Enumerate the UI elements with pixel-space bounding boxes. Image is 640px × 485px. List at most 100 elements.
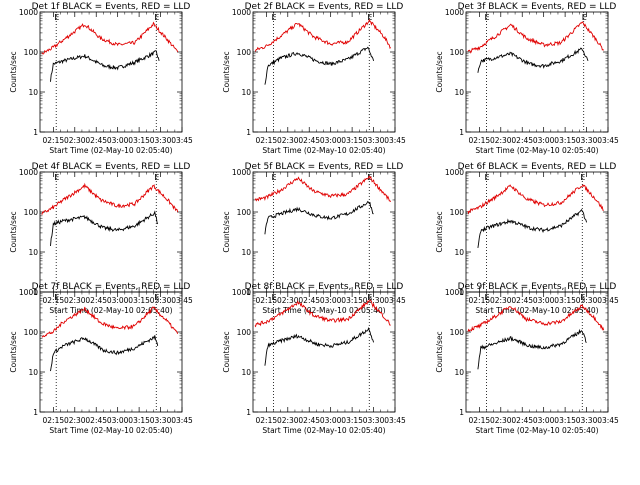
y-axis-label: Counts/sec (222, 211, 231, 252)
panel-title: Det 9f BLACK = Events, RED = LLD (458, 282, 617, 292)
y-axis-label: Counts/sec (435, 51, 444, 92)
x-tick-label: 03:45 (597, 416, 619, 425)
panel-title: Det 1f BLACK = Events, RED = LLD (32, 2, 191, 12)
x-tick-label: 03:00 (533, 296, 555, 305)
time-marker-flag: E (580, 173, 585, 182)
time-marker-flag: E (582, 13, 587, 22)
x-axis-label: Start Time (02-May-10 02:05:40) (475, 426, 598, 435)
plot-frame (39, 171, 183, 293)
x-tick-label: 02:30 (277, 136, 299, 145)
x-tick-label: 02:45 (511, 416, 533, 425)
panel-title: Det 4f BLACK = Events, RED = LLD (32, 162, 191, 172)
x-tick-label: 03:00 (107, 136, 129, 145)
x-tick-label: 03:00 (107, 296, 129, 305)
x-tick-label: 02:15 (256, 416, 278, 425)
x-axis-label: Start Time (02-May-10 02:05:40) (49, 306, 172, 315)
x-tick-label: 02:30 (64, 416, 86, 425)
x-axis-label: Start Time (02-May-10 02:05:40) (475, 146, 598, 155)
time-marker-flag: E (484, 293, 489, 302)
series-lld-line (41, 21, 179, 55)
plot-frame (39, 291, 183, 413)
panel-det-7f: Det 7f BLACK = Events, RED = LLD11010010… (9, 282, 193, 435)
y-tick-label: 100 (24, 208, 39, 217)
time-marker-flag: E (54, 13, 59, 22)
x-tick-label: 02:30 (64, 136, 86, 145)
time-marker-flag: E (484, 173, 489, 182)
x-tick-label: 02:45 (85, 416, 107, 425)
time-marker-flag: E (271, 13, 276, 22)
x-tick-label: 03:30 (363, 416, 385, 425)
y-tick-label: 100 (237, 328, 252, 337)
series-lld-line (41, 182, 179, 215)
y-axis-label: Counts/sec (9, 331, 18, 372)
x-tick-label: 03:30 (363, 136, 385, 145)
time-marker-flag: E (271, 173, 276, 182)
time-marker-flag: E (367, 293, 372, 302)
plot-frame (465, 291, 609, 413)
x-tick-label: 02:15 (43, 136, 65, 145)
panel-title: Det 2f BLACK = Events, RED = LLD (245, 2, 404, 12)
x-tick-label: 03:00 (320, 136, 342, 145)
y-tick-label: 100 (24, 328, 39, 337)
y-tick-label: 1 (459, 408, 464, 417)
time-marker-flag: E (271, 293, 276, 302)
x-tick-label: 02:30 (64, 296, 86, 305)
panel-det-3f: Det 3f BLACK = Events, RED = LLD 1 10 100 10… (435, 2, 619, 155)
series-lld-line (467, 304, 605, 332)
y-tick-label: 1000 (445, 288, 464, 297)
x-tick-label: 02:15 (469, 296, 491, 305)
time-marker-flag: E (154, 13, 159, 22)
series-lld-line (467, 184, 604, 215)
y-tick-label: 100 (237, 48, 252, 57)
y-tick-label: 10 (241, 248, 251, 257)
y-axis-label: Counts/sec (435, 331, 444, 372)
x-tick-label: 03:00 (533, 136, 555, 145)
y-axis-label: Counts/sec (435, 211, 444, 252)
panel-det-2f: Det 2f BLACK = Events, RED = LLD 1 10 100 10… (222, 2, 406, 155)
x-tick-label: 03:30 (576, 416, 598, 425)
y-tick-label: 100 (237, 208, 252, 217)
y-tick-label: 10 (241, 88, 251, 97)
x-tick-label: 03:15 (554, 136, 576, 145)
x-tick-label: 03:45 (597, 136, 619, 145)
series-lld-line (254, 299, 391, 328)
x-tick-label: 02:30 (490, 136, 512, 145)
y-axis-label: Counts/sec (9, 51, 18, 92)
y-tick-label: 10 (454, 88, 464, 97)
x-tick-label: 03:45 (171, 416, 193, 425)
y-tick-label: 1 (33, 128, 38, 137)
y-tick-label: 10 (454, 248, 464, 257)
x-tick-label: 03:30 (150, 296, 172, 305)
x-axis-label: Start Time (02-May-10 02:05:40) (262, 306, 385, 315)
series-events-line (477, 209, 588, 248)
x-tick-label: 02:45 (511, 136, 533, 145)
x-tick-label: 02:15 (43, 416, 65, 425)
x-tick-label: 02:15 (43, 296, 65, 305)
y-tick-label: 100 (24, 48, 39, 57)
y-tick-label: 1000 (232, 168, 251, 177)
y-axis-label: Counts/sec (222, 331, 231, 372)
x-tick-label: 02:30 (490, 416, 512, 425)
panel-title: Det 6f BLACK = Events, RED = LLD (458, 162, 617, 172)
y-tick-label: 10 (28, 248, 38, 257)
x-tick-label: 03:15 (128, 136, 150, 145)
series-lld-line (41, 306, 179, 338)
y-tick-label: 1 (246, 408, 251, 417)
x-tick-label: 02:15 (256, 296, 278, 305)
plot-frame (252, 171, 396, 293)
x-tick-label: 02:30 (490, 296, 512, 305)
plot-frame (39, 11, 183, 133)
x-tick-label: 02:30 (277, 416, 299, 425)
series-events-line (477, 47, 589, 73)
series-events-line (477, 328, 587, 370)
time-marker-flag: E (580, 293, 585, 302)
x-tick-label: 03:30 (150, 136, 172, 145)
y-tick-label: 1 (246, 288, 251, 297)
y-tick-label: 1000 (445, 168, 464, 177)
y-tick-label: 1 (246, 128, 251, 137)
panel-det-9f: Det 9f BLACK = Events, RED = LLD11010010… (435, 282, 619, 435)
x-tick-label: 03:45 (384, 136, 406, 145)
panel-title: Det 3f BLACK = Events, RED = LLD (458, 2, 617, 12)
x-tick-label: 02:45 (511, 296, 533, 305)
